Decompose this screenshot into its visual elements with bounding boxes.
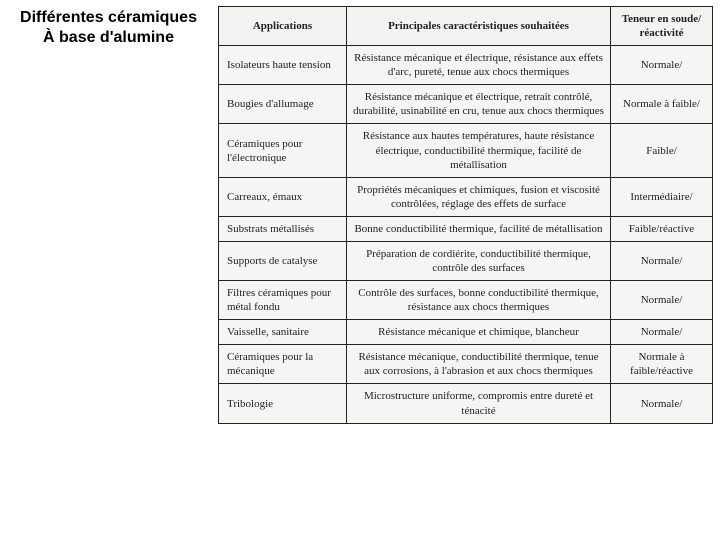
cell-app: Filtres céramiques pour métal fondu <box>219 281 347 320</box>
cell-char: Résistance mécanique et chimique, blanch… <box>347 320 611 345</box>
table-row: Céramiques pour la mécanique Résistance … <box>219 345 713 384</box>
cell-ten: Normale/ <box>611 46 713 85</box>
page-title: Différentes céramiques À base d'alumine <box>6 8 211 48</box>
cell-char: Bonne conductibilité thermique, facilité… <box>347 216 611 241</box>
cell-ten: Intermédiaire/ <box>611 177 713 216</box>
cell-ten: Faible/réactive <box>611 216 713 241</box>
table-row: Bougies d'allumage Résistance mécanique … <box>219 85 713 124</box>
cell-app: Céramiques pour l'électronique <box>219 124 347 177</box>
cell-ten: Normale/ <box>611 281 713 320</box>
table-row: Tribologie Microstructure uniforme, comp… <box>219 384 713 423</box>
cell-char: Contrôle des surfaces, bonne conductibil… <box>347 281 611 320</box>
header-applications: Applications <box>219 7 347 46</box>
cell-ten: Normale/ <box>611 241 713 280</box>
cell-char: Préparation de cordiérite, conductibilit… <box>347 241 611 280</box>
cell-app: Carreaux, émaux <box>219 177 347 216</box>
cell-char: Microstructure uniforme, compromis entre… <box>347 384 611 423</box>
table-header-row: Applications Principales caractéristique… <box>219 7 713 46</box>
table-row: Substrats métallisés Bonne conductibilit… <box>219 216 713 241</box>
header-characteristics: Principales caractéristiques souhaitées <box>347 7 611 46</box>
table-row: Vaisselle, sanitaire Résistance mécaniqu… <box>219 320 713 345</box>
cell-app: Vaisselle, sanitaire <box>219 320 347 345</box>
ceramics-table: Applications Principales caractéristique… <box>218 6 713 424</box>
title-line-2: À base d'alumine <box>43 29 174 46</box>
table-row: Carreaux, émaux Propriétés mécaniques et… <box>219 177 713 216</box>
cell-app: Céramiques pour la mécanique <box>219 345 347 384</box>
cell-ten: Normale à faible/ <box>611 85 713 124</box>
table-row: Supports de catalyse Préparation de cord… <box>219 241 713 280</box>
cell-ten: Normale/ <box>611 320 713 345</box>
cell-app: Bougies d'allumage <box>219 85 347 124</box>
cell-app: Substrats métallisés <box>219 216 347 241</box>
cell-char: Résistance mécanique et électrique, retr… <box>347 85 611 124</box>
cell-ten: Faible/ <box>611 124 713 177</box>
cell-ten: Normale à faible/réactive <box>611 345 713 384</box>
header-tenor: Teneur en soude/ réactivité <box>611 7 713 46</box>
title-line-1: Différentes céramiques <box>20 9 197 26</box>
cell-app: Supports de catalyse <box>219 241 347 280</box>
ceramics-table-container: Applications Principales caractéristique… <box>218 6 712 424</box>
cell-char: Résistance aux hautes températures, haut… <box>347 124 611 177</box>
cell-char: Propriétés mécaniques et chimiques, fusi… <box>347 177 611 216</box>
cell-char: Résistance mécanique, conductibilité the… <box>347 345 611 384</box>
cell-app: Tribologie <box>219 384 347 423</box>
cell-app: Isolateurs haute tension <box>219 46 347 85</box>
table-row: Filtres céramiques pour métal fondu Cont… <box>219 281 713 320</box>
table-row: Isolateurs haute tension Résistance méca… <box>219 46 713 85</box>
cell-char: Résistance mécanique et électrique, rési… <box>347 46 611 85</box>
table-row: Céramiques pour l'électronique Résistanc… <box>219 124 713 177</box>
cell-ten: Normale/ <box>611 384 713 423</box>
